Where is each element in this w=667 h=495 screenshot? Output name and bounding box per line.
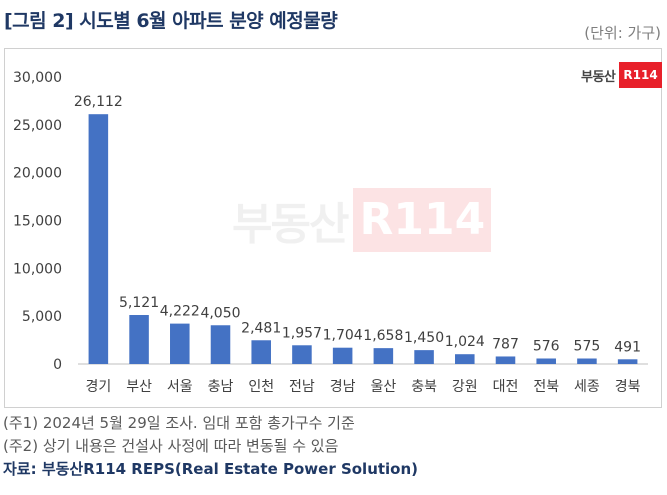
y-tick-label: 25,000 [13,118,62,134]
category-label: 경기 [85,379,111,395]
data-label: 5,121 [119,295,159,311]
bar-chart: 0 5,000 10,000 15,000 20,000 25,000 30,000 26,1… [13,70,648,395]
brand-logo: 부동산 R114 [581,60,662,90]
category-label: 전북 [533,379,559,395]
bar [617,359,638,364]
chart-frame [4,48,662,408]
data-label: 2,481 [241,320,281,336]
category-label: 부산 [126,379,152,395]
watermark-text: 부동산 [232,199,349,250]
bar [414,350,434,364]
bar [88,114,109,365]
y-tick-label: 0 [53,357,62,373]
data-label: 4,050 [200,305,240,321]
data-label: 576 [533,338,560,354]
data-label: 491 [614,339,641,355]
notes: (주1) 2024년 5월 29일 조사. 임대 포함 총가구수 기준 (주2)… [3,412,418,481]
bar [495,356,516,364]
watermark: 부동산 R114 [232,188,492,252]
data-label: 1,450 [404,330,444,346]
bar [170,323,190,364]
data-label: 575 [574,338,601,354]
category-label: 충남 [208,379,234,395]
bar [332,347,353,364]
watermark-badge: R114 [353,188,492,252]
y-tick-label: 20,000 [13,166,62,182]
data-label: 26,112 [74,94,123,110]
category-label: 서울 [167,379,193,395]
bar [455,354,475,364]
data-label: 1,024 [445,334,485,350]
category-label: 전남 [289,379,315,395]
data-label: 787 [492,336,519,352]
logo-badge: R114 [619,62,662,88]
category-label: 세종 [574,379,600,395]
category-label: 대전 [493,379,519,395]
unit-label: (단위: 가구) [584,24,661,42]
note-2: (주2) 상기 내용은 건설사 사정에 따라 변동될 수 있음 [3,437,339,455]
category-label: 강원 [452,379,478,395]
source-line: 자료: 부동산R114 REPS(Real Estate Power Solut… [3,460,419,478]
bar [129,315,149,364]
y-tick-label: 30,000 [13,70,62,86]
bar [251,340,271,364]
y-tick-label: 10,000 [13,261,62,277]
data-label: 4,222 [160,304,200,320]
y-tick-label: 5,000 [22,309,62,325]
category-label: 충북 [411,379,437,395]
bar [536,358,556,364]
category-label: 경남 [330,379,356,395]
category-label: 경북 [615,379,641,395]
data-label: 1,957 [282,325,322,341]
logo-text: 부동산 [581,69,616,85]
bar [373,348,394,364]
data-label: 1,704 [323,328,363,344]
category-label: 인천 [248,379,274,395]
chart-title: [그림 2] 시도별 6월 아파트 분양 예정물량 [4,10,338,32]
y-tick-label: 15,000 [13,214,62,230]
bar [577,358,597,364]
bar [210,325,231,364]
note-1: (주1) 2024년 5월 29일 조사. 임대 포함 총가구수 기준 [3,414,355,432]
data-label: 1,658 [363,328,403,344]
category-label: 울산 [370,379,396,395]
bar [292,345,312,364]
